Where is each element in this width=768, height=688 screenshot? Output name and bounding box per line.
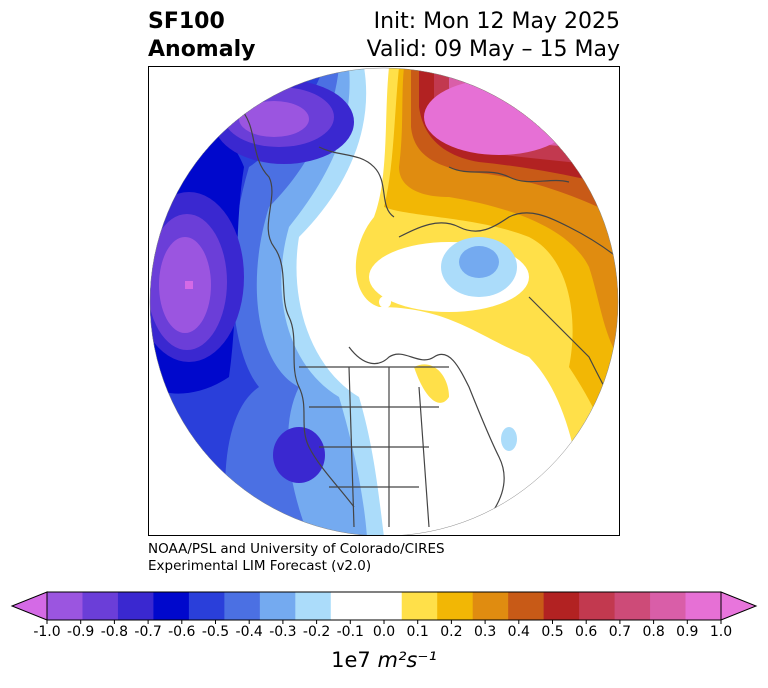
colorbar-tick-label: -0.1 (336, 624, 364, 640)
colorbar-segment (579, 592, 616, 620)
colorbar-segment (366, 592, 403, 620)
units-math: m²s⁻¹ (377, 648, 437, 672)
colorbar-segment (82, 592, 119, 620)
coastlines (238, 106, 618, 528)
colorbar-segment (117, 592, 154, 620)
map-panel (148, 66, 620, 536)
colorbar-segment (153, 592, 190, 620)
title-block-right: Init: Mon 12 May 2025 Valid: 09 May – 15… (367, 8, 620, 64)
colorbar-segment (685, 592, 722, 620)
colorbar-tick-label: 0.2 (440, 624, 463, 640)
colorbar-tick-label: 1.0 (709, 624, 733, 640)
colorbar-segment (259, 592, 296, 620)
anomaly-map (149, 67, 619, 535)
colorbar-tick-label: 0.0 (372, 624, 396, 640)
colorbar-tick-label: 0.6 (575, 624, 598, 640)
colorbar-tick-label: 0.8 (642, 624, 665, 640)
colorbar-units: 1e7 m²s⁻¹ (0, 648, 768, 672)
colorbar-segment (472, 592, 509, 620)
colorbar-tick-label: -0.3 (269, 624, 297, 640)
colorbar-tick-label: -0.6 (168, 624, 196, 640)
colorbar (10, 591, 758, 624)
colorbar-segment (295, 592, 332, 620)
colorbar-tick-label: -0.8 (100, 624, 129, 640)
colorbar-tick-label: -0.5 (201, 624, 230, 640)
colorbar-extend-low (10, 591, 48, 621)
colorbar-segment (614, 592, 651, 620)
units-prefix: 1e7 (331, 648, 371, 672)
credit-text: NOAA/PSL and University of Colorado/CIRE… (148, 541, 445, 575)
colorbar-tick-labels: -1.0 -0.9 -0.8 -0.7 -0.6 -0.5 -0.4 -0.3 -0.2 -0.1… (0, 624, 768, 644)
colorbar-tick-label: -0.4 (235, 624, 263, 640)
anomaly-field (150, 68, 618, 535)
colorbar-tick-label: 0.5 (541, 624, 564, 640)
colorbar-tick-label: -0.7 (134, 624, 162, 640)
colorbar-tick-label: 0.4 (507, 624, 530, 640)
colorbar-segment (224, 592, 261, 620)
init-date: Init: Mon 12 May 2025 (373, 9, 620, 34)
credit-line-1: NOAA/PSL and University of Colorado/CIRE… (148, 541, 445, 557)
colorbar-segment (47, 592, 83, 620)
colorbar-segment (543, 592, 580, 620)
colorbar-segment (508, 592, 545, 620)
colorbar-tick-label: 0.9 (676, 624, 699, 640)
valid-range: Valid: 09 May – 15 May (366, 37, 620, 62)
colorbar-segment (437, 592, 474, 620)
colorbar-segment (650, 592, 687, 620)
colorbar-tick-label: -1.0 (33, 624, 61, 640)
colorbar-segment (330, 592, 367, 620)
colorbar-tick-label: 0.1 (406, 624, 429, 640)
credit-line-2: Experimental LIM Forecast (v2.0) (148, 558, 372, 574)
title-block-left: SF100 Anomaly (148, 8, 255, 64)
colorbar-tick-label: -0.2 (302, 624, 331, 640)
colorbar-segment (401, 592, 438, 620)
colorbar-extend-high (720, 591, 758, 621)
colorbar-tick-label: -0.9 (67, 624, 95, 640)
colorbar-segment (188, 592, 225, 620)
anomaly-subtitle: Anomaly (148, 37, 256, 62)
colorbar-tick-label: 0.7 (608, 624, 632, 640)
colorbar-tick-label: 0.3 (473, 624, 497, 640)
variable-title: SF100 (148, 9, 225, 34)
